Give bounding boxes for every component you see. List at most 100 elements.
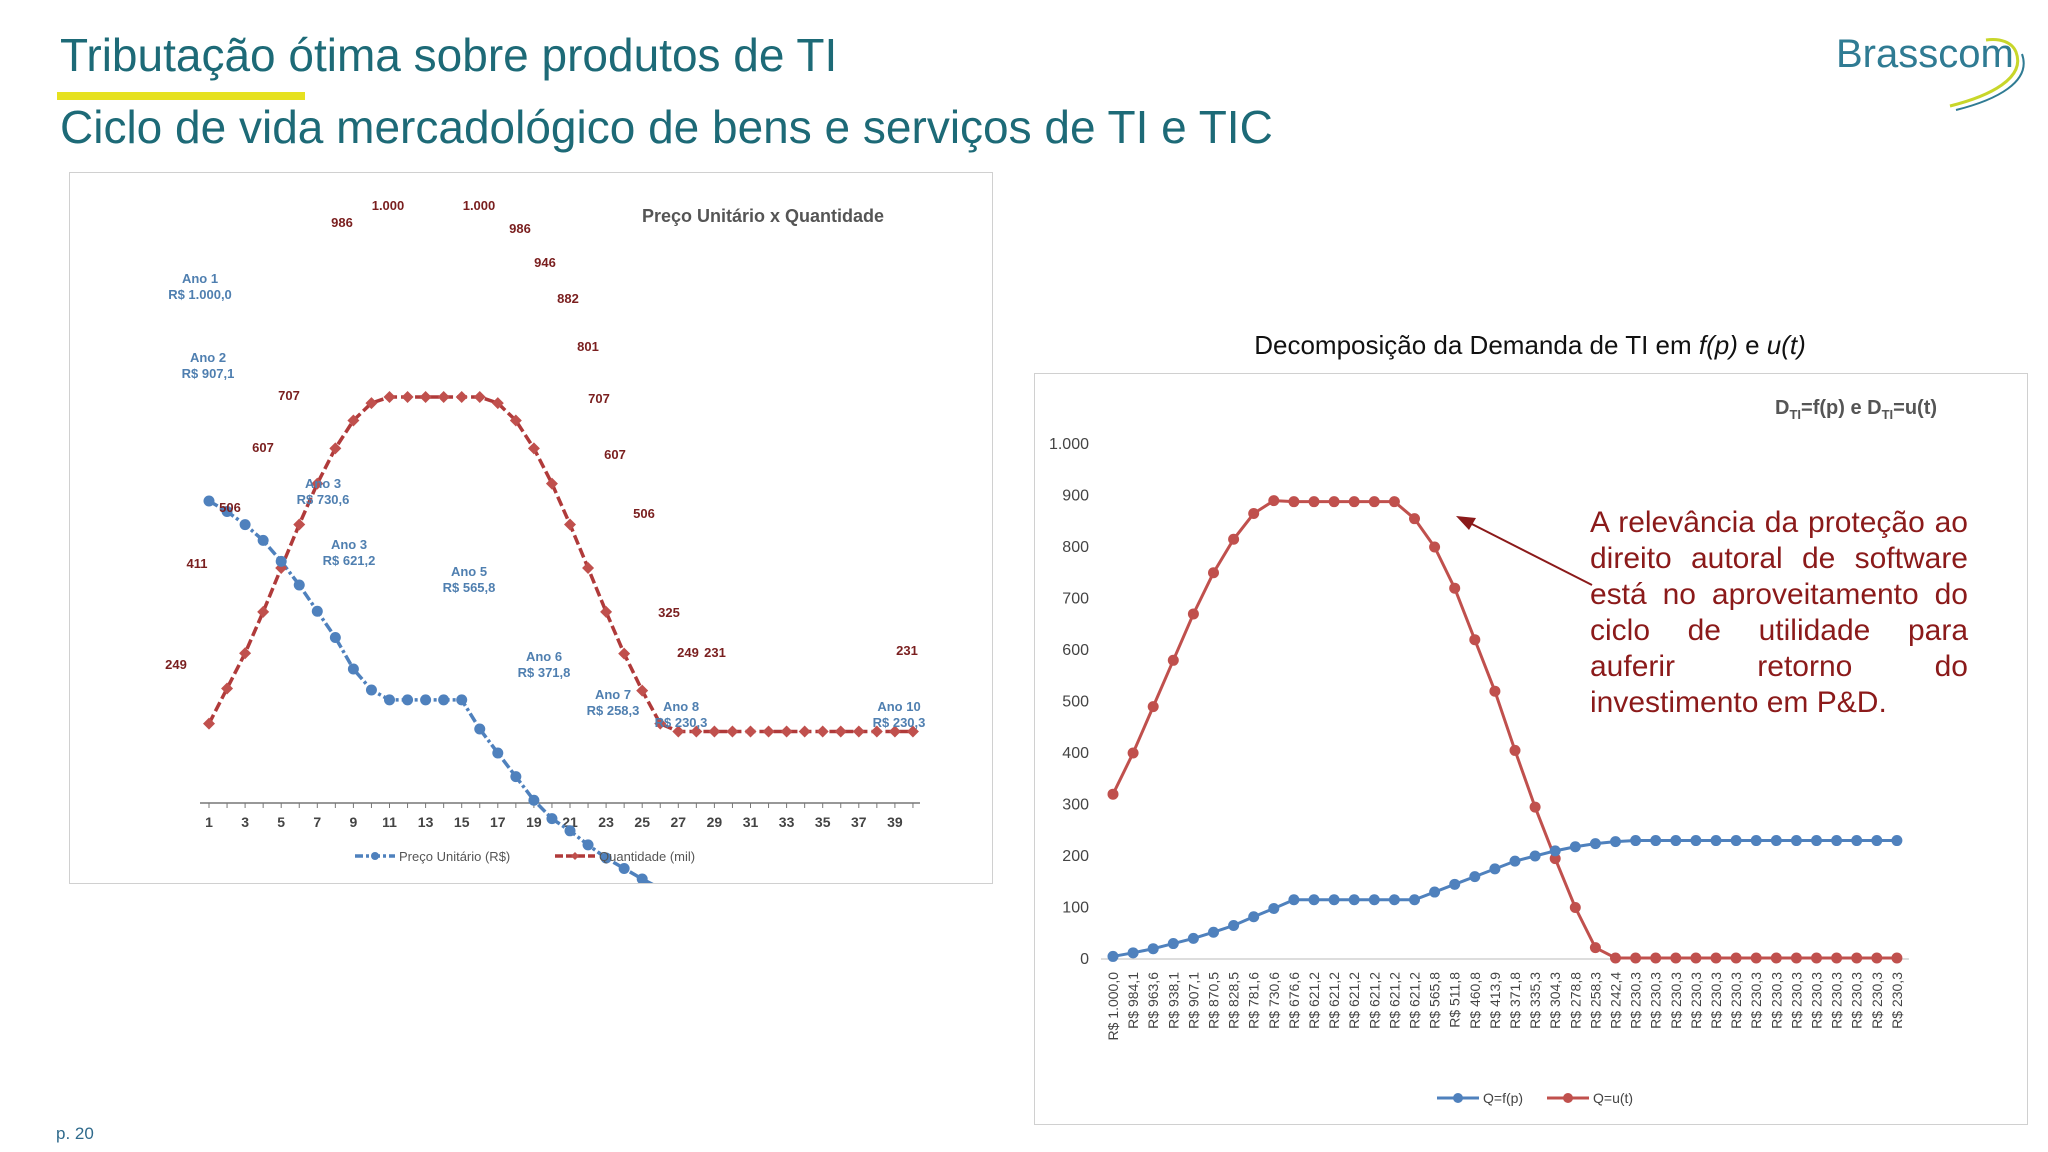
chart2-y-tick-label: 0 bbox=[1080, 951, 1089, 968]
annotation-arrow-icon bbox=[1456, 516, 1593, 586]
chart1-x-tick-label: 1 bbox=[205, 814, 213, 830]
caption-fp: f(p) bbox=[1698, 330, 1738, 360]
fp-point bbox=[1248, 911, 1260, 923]
chart1-x-tick-label: 3 bbox=[241, 814, 249, 830]
price-label-year: Ano 10 bbox=[877, 699, 920, 714]
quantity-point bbox=[582, 561, 595, 574]
price-point bbox=[293, 579, 305, 591]
chart2-x-tick-label: R$ 258,3 bbox=[1587, 972, 1603, 1029]
price-point bbox=[384, 694, 395, 706]
chart1-title: Preço Unitário x Quantidade bbox=[642, 206, 884, 226]
quantity-point bbox=[383, 391, 396, 403]
ut-point bbox=[1127, 747, 1139, 759]
ut-point bbox=[1891, 952, 1903, 964]
chart2-x-tick-label: R$ 304,3 bbox=[1547, 972, 1563, 1029]
price-label-year: Ano 7 bbox=[595, 687, 631, 702]
chart2-x-tick-label: R$ 676,6 bbox=[1286, 972, 1302, 1029]
chart1-x-tick-label: 15 bbox=[454, 814, 470, 830]
quantity-data-label: 325 bbox=[658, 605, 680, 620]
ut-point bbox=[1469, 634, 1481, 646]
quantity-data-label: 946 bbox=[534, 255, 556, 270]
fp-point bbox=[1469, 871, 1481, 883]
quantity-point bbox=[888, 725, 901, 738]
fp-point bbox=[1871, 835, 1883, 847]
legend-quantity-label: Quantidade (mil) bbox=[599, 849, 695, 864]
fp-point bbox=[1730, 835, 1742, 847]
chart1-x-tick-label: 27 bbox=[671, 814, 687, 830]
chart1-x-tick-label: 5 bbox=[277, 814, 285, 830]
price-label-value: R$ 1.000,0 bbox=[168, 287, 232, 302]
chart1-x-tick-label: 19 bbox=[526, 814, 542, 830]
chart1-x-tick-label: 9 bbox=[350, 814, 358, 830]
fp-point bbox=[1690, 835, 1702, 847]
quantity-point bbox=[419, 391, 432, 403]
quantity-point bbox=[473, 391, 486, 403]
fp-point bbox=[1610, 836, 1621, 848]
quantity-data-label: 249 bbox=[165, 657, 187, 672]
ut-point bbox=[1489, 685, 1501, 697]
quantity-data-label: 882 bbox=[557, 291, 579, 306]
price-point bbox=[347, 663, 359, 675]
quantity-point bbox=[600, 605, 613, 618]
fp-point bbox=[1710, 835, 1722, 847]
chart2-x-tick-label: R$ 1.000,0 bbox=[1105, 972, 1121, 1041]
fp-point bbox=[1288, 894, 1300, 906]
chart2-y-tick-label: 500 bbox=[1062, 694, 1089, 711]
chart2-x-tick-label: R$ 230,3 bbox=[1648, 972, 1664, 1029]
chart2-x-tick-label: R$ 230,3 bbox=[1809, 972, 1825, 1029]
ut-point bbox=[1589, 942, 1601, 954]
fp-point bbox=[1811, 835, 1822, 847]
fp-point bbox=[1569, 841, 1581, 853]
quantity-point bbox=[203, 717, 215, 730]
quantity-point bbox=[527, 442, 540, 455]
ut-point bbox=[1288, 496, 1300, 508]
chart2-x-tick-label: R$ 870,5 bbox=[1206, 972, 1222, 1029]
quantity-point bbox=[690, 725, 703, 738]
fp-point bbox=[1750, 835, 1762, 847]
chart2-x-tick-label: R$ 621,2 bbox=[1346, 972, 1362, 1029]
caption-prefix: Decomposição da Demanda de TI em bbox=[1254, 330, 1699, 360]
quantity-point bbox=[239, 647, 252, 660]
chart2-x-tick-label: R$ 781,6 bbox=[1246, 972, 1262, 1029]
quantity-point bbox=[275, 561, 288, 574]
price-point bbox=[402, 694, 414, 706]
ut-point bbox=[1107, 788, 1119, 800]
fp-point bbox=[1147, 943, 1159, 955]
quantity-data-label: 707 bbox=[278, 388, 300, 403]
quantity-point bbox=[564, 518, 576, 531]
legend-price-marker bbox=[371, 852, 379, 860]
chart1-x-tick-label: 29 bbox=[707, 814, 723, 830]
quantity-point bbox=[311, 477, 324, 490]
quantity-point bbox=[780, 725, 793, 738]
chart2-x-tick-label: R$ 413,9 bbox=[1487, 972, 1503, 1029]
chart2-y-tick-label: 1.000 bbox=[1049, 436, 1089, 453]
quantity-point bbox=[708, 725, 721, 738]
quantity-data-label: 506 bbox=[219, 500, 241, 515]
fp-point bbox=[1208, 926, 1219, 938]
caption-ut: u(t) bbox=[1766, 330, 1806, 360]
legend-fp-label: Q=f(p) bbox=[1483, 1090, 1523, 1106]
chart2-y-tick-label: 200 bbox=[1062, 848, 1089, 865]
quantity-data-label: 986 bbox=[331, 215, 353, 230]
chart1-x-tick-label: 11 bbox=[382, 814, 397, 830]
price-point bbox=[438, 694, 450, 706]
ut-point bbox=[1147, 701, 1159, 713]
ut-point bbox=[1248, 508, 1260, 520]
price-point bbox=[257, 534, 269, 546]
ut-point bbox=[1268, 495, 1280, 507]
fp-series-line bbox=[1112, 839, 1897, 958]
ut-point bbox=[1690, 952, 1702, 964]
quantity-data-label: 1.000 bbox=[372, 198, 405, 213]
price-point bbox=[221, 506, 233, 517]
chart2-y-tick-label: 100 bbox=[1062, 900, 1089, 917]
ut-point bbox=[1228, 533, 1240, 545]
chart2-x-tick-label: R$ 938,1 bbox=[1165, 972, 1181, 1029]
price-point bbox=[365, 684, 377, 696]
quantity-point bbox=[365, 397, 378, 410]
chart1-x-tick-label: 37 bbox=[851, 814, 867, 830]
ut-point bbox=[1569, 902, 1581, 913]
quantity-data-label: 249 bbox=[677, 645, 699, 660]
chart2-y-tick-label: 300 bbox=[1062, 797, 1089, 814]
chart2-x-tick-label: R$ 621,2 bbox=[1366, 972, 1382, 1029]
fp-point bbox=[1167, 938, 1179, 950]
